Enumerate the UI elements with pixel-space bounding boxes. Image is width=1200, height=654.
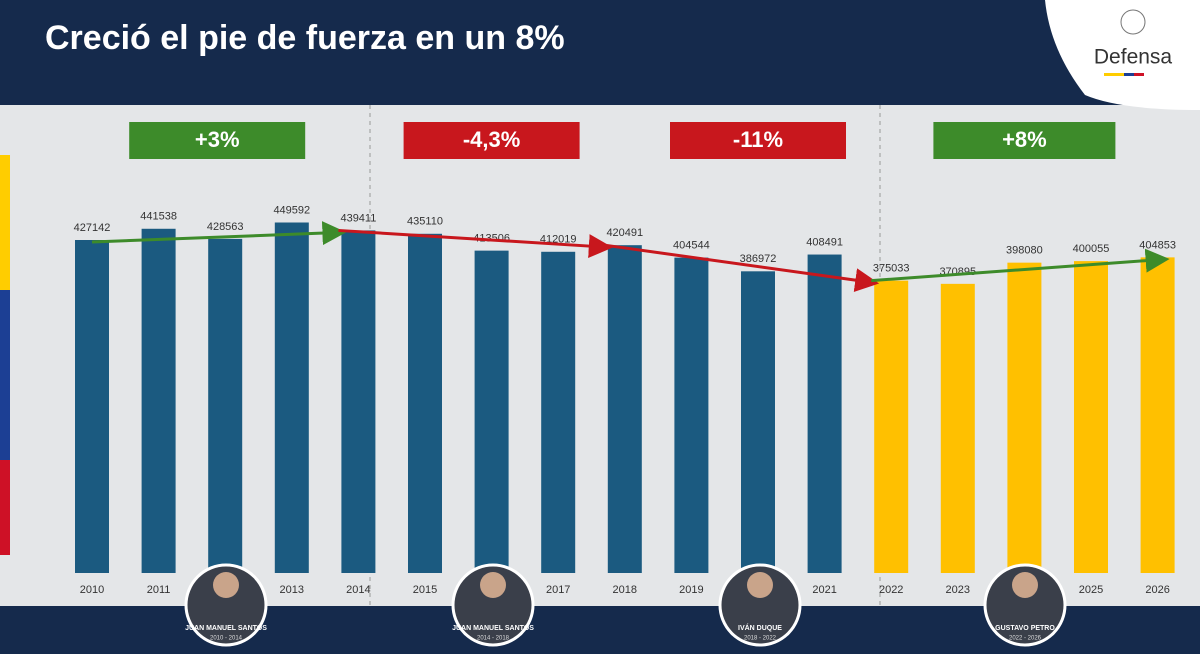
bar	[1074, 261, 1108, 573]
x-tick-label: 2011	[147, 584, 171, 596]
x-tick-label: 2023	[946, 584, 970, 596]
change-box	[403, 122, 580, 159]
value-label: 449592	[273, 204, 310, 216]
x-tick-label: 2017	[546, 584, 570, 596]
change-label: +8%	[1002, 127, 1047, 152]
x-tick-label: 2026	[1145, 584, 1169, 596]
bar	[474, 250, 509, 574]
bar	[75, 240, 109, 573]
chart-title: Creció el pie de fuerza en un 8%	[45, 19, 565, 57]
logo-box	[1045, 0, 1200, 110]
president-head	[480, 572, 506, 598]
bar	[541, 251, 576, 573]
trend-arrow	[871, 248, 1170, 283]
trend-arrow	[91, 221, 347, 246]
president-name: JUAN MANUEL SANTOS	[185, 625, 267, 632]
president-head	[1012, 572, 1038, 598]
bar	[208, 238, 243, 573]
x-tick-label: 2013	[280, 584, 304, 596]
flag-blue	[0, 290, 10, 460]
value-label: 427142	[74, 222, 111, 234]
change-box	[129, 122, 306, 159]
president-name: GUSTAVO PETRO	[995, 625, 1055, 632]
bar	[1007, 262, 1042, 573]
value-label: 428563	[207, 221, 244, 233]
bar	[408, 233, 442, 573]
value-label: 408491	[806, 236, 843, 248]
x-tick-label: 2019	[679, 584, 703, 596]
president-photo	[184, 563, 268, 647]
president-photo	[983, 563, 1067, 647]
bar	[141, 228, 176, 574]
president-photo	[718, 563, 802, 647]
bar	[874, 280, 909, 573]
value-label: 400055	[1073, 243, 1110, 255]
x-tick-label: 2015	[413, 584, 437, 596]
president-name: IVÁN DUQUE	[738, 623, 782, 632]
logo-flag	[1134, 73, 1144, 76]
x-tick-label: 2014	[346, 584, 370, 596]
value-label: 404853	[1139, 239, 1176, 251]
president-term: 2014 - 2018	[477, 636, 510, 642]
bar	[607, 245, 642, 573]
change-label: -11%	[733, 127, 783, 152]
change-label: +3%	[195, 127, 240, 152]
bar	[341, 230, 376, 573]
logo-flag	[1124, 73, 1134, 76]
x-tick-label: 2025	[1079, 584, 1103, 596]
flag-yellow	[0, 155, 10, 290]
bar	[274, 222, 309, 573]
value-label: 404544	[673, 240, 710, 252]
president-name: JUAN MANUEL SANTOS	[452, 625, 534, 632]
x-tick-label: 2010	[80, 584, 104, 596]
president-term: 2010 - 2014	[210, 636, 243, 642]
value-label: 441538	[140, 211, 177, 223]
value-label: 420491	[606, 227, 643, 239]
value-label: 398080	[1006, 245, 1043, 257]
change-label: -4,3%	[463, 127, 520, 152]
president-photo	[451, 563, 535, 647]
header-band	[0, 0, 1200, 105]
president-head	[213, 572, 239, 598]
bar	[940, 283, 975, 573]
change-box	[933, 122, 1116, 159]
logo-flag	[1104, 73, 1124, 76]
x-tick-label: 2021	[812, 584, 836, 596]
president-term: 2022 - 2026	[1009, 636, 1042, 642]
bar	[674, 257, 709, 573]
change-box	[670, 122, 846, 159]
president-term: 2018 - 2022	[744, 636, 777, 642]
bar	[741, 271, 775, 573]
bar	[1140, 257, 1175, 573]
flag-red	[0, 460, 10, 555]
x-tick-label: 2018	[613, 584, 637, 596]
value-label: 439411	[340, 212, 376, 224]
logo-text: Defensa	[1094, 46, 1173, 69]
value-label: 435110	[407, 216, 443, 228]
trend-arrow	[604, 243, 880, 293]
value-label: 375033	[873, 263, 910, 275]
president-head	[747, 572, 773, 598]
bar	[807, 254, 842, 573]
logo-emblem	[1120, 9, 1146, 35]
x-tick-label: 2022	[879, 584, 903, 596]
trend-arrow	[338, 228, 613, 259]
value-label: 386972	[740, 253, 777, 265]
